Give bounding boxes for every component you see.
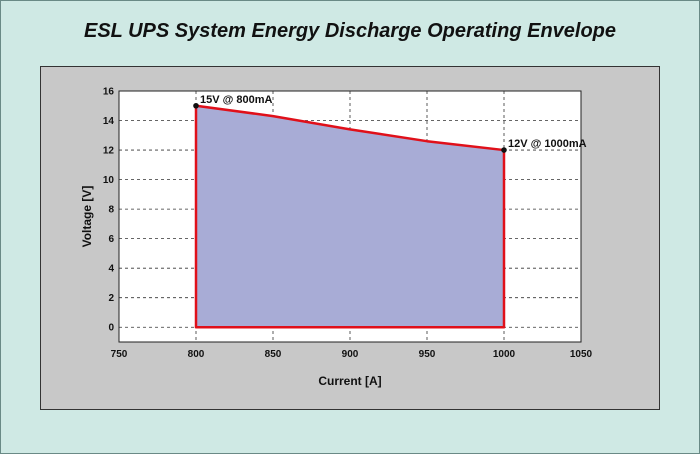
- x-tick-label: 750: [111, 349, 128, 360]
- plot-frame: [118, 90, 582, 343]
- chart-title: ESL UPS System Energy Discharge Operatin…: [83, 20, 617, 42]
- envelope-outline: [194, 104, 506, 329]
- y-tick-label: 0: [108, 323, 114, 334]
- envelope-area: [196, 105, 504, 328]
- y-tick-label: 4: [108, 264, 114, 275]
- data-point: [501, 147, 507, 153]
- data-point-label: 15V @ 800mA: [200, 94, 273, 106]
- x-axis-label: Current [A]: [318, 374, 381, 388]
- y-tick-label: 14: [103, 116, 115, 127]
- y-tick-label: 8: [108, 205, 114, 216]
- chart-svg: 750 800 850 900 950 1000 1050 0 2 4 6 8 10 12 14 16 Curr…: [80, 87, 593, 389]
- y-tick-label: 6: [108, 234, 114, 245]
- y-tick-label: 2: [108, 293, 114, 304]
- y-tick-label: 10: [103, 175, 115, 186]
- data-point-label: 12V @ 1000mA: [508, 138, 587, 150]
- data-point: [193, 102, 199, 109]
- chart-panel: 750 800 850 900 950 1000 1050 0 2 4 6 8 10 12 14 16 Curr…: [40, 66, 660, 410]
- x-tick-label: 1000: [493, 349, 516, 360]
- x-tick-label: 950: [419, 349, 436, 360]
- y-tick-label: 12: [103, 146, 115, 157]
- x-tick-label: 1050: [570, 349, 593, 360]
- x-tick-label: 900: [342, 349, 359, 360]
- x-tick-label: 800: [188, 349, 205, 360]
- y-tick-label: 16: [103, 87, 115, 98]
- y-axis-label: Voltage [V]: [80, 186, 94, 248]
- x-tick-label: 850: [265, 349, 282, 360]
